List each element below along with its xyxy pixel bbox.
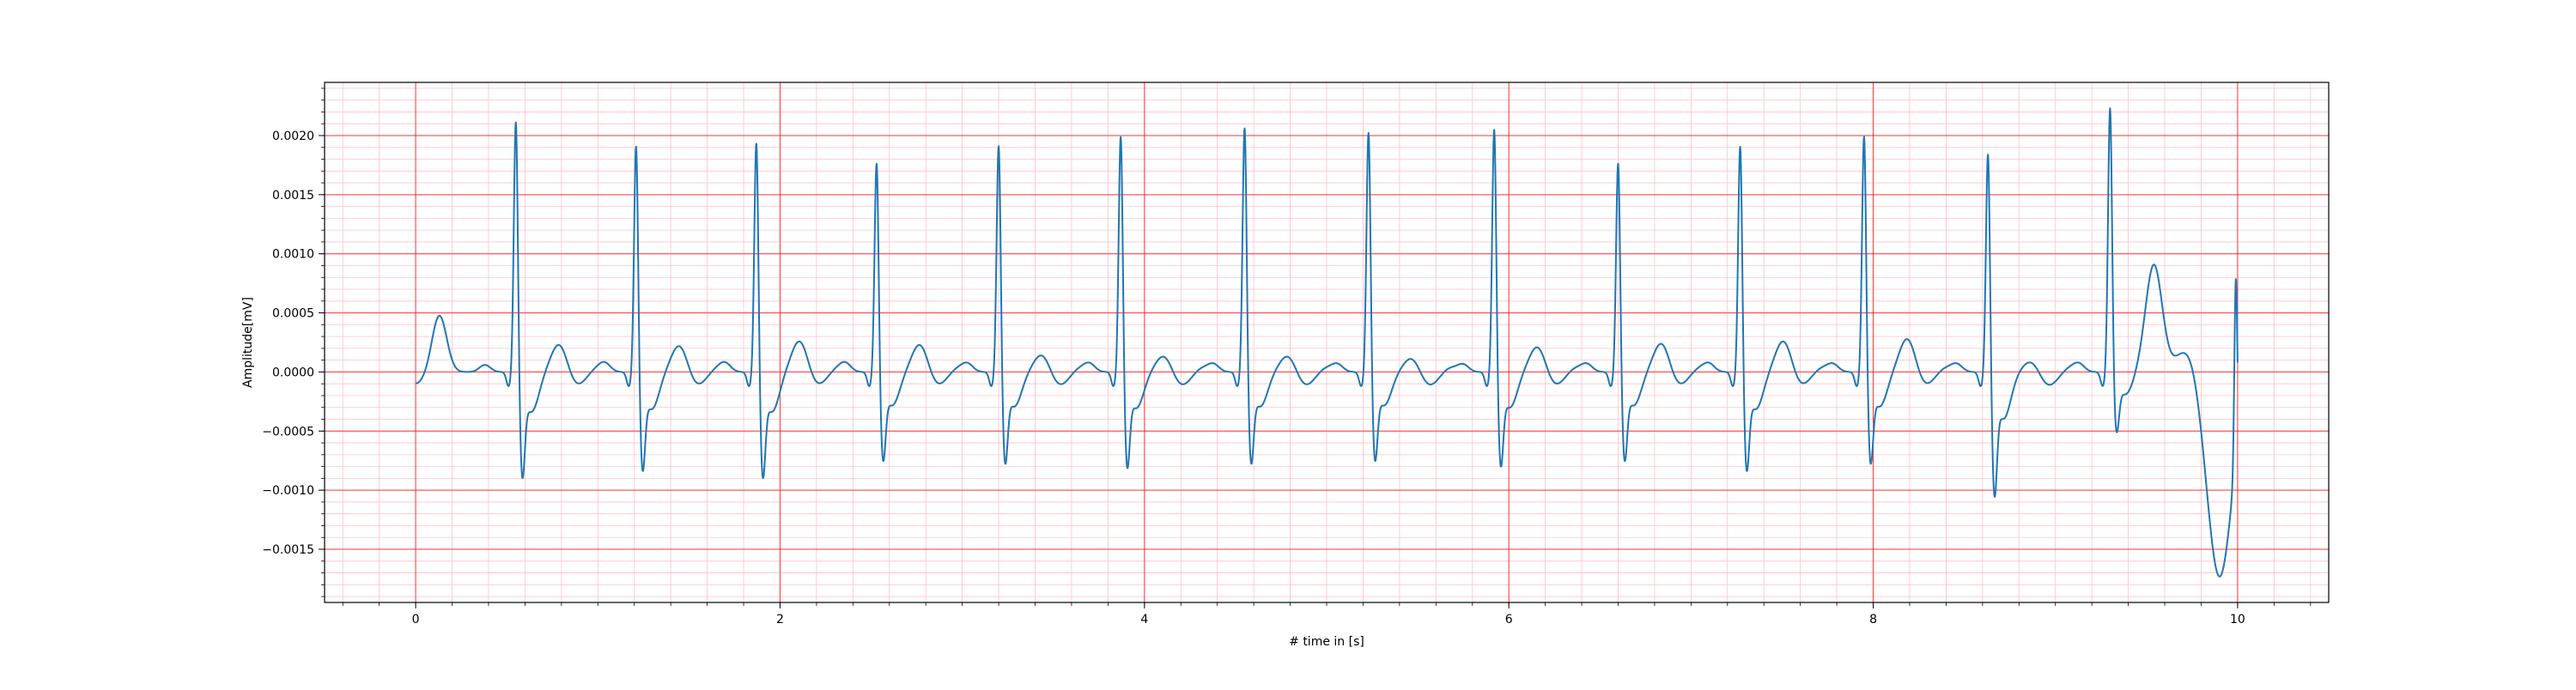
x-tick-label: 0 xyxy=(412,613,420,626)
x-tick-label: 6 xyxy=(1505,613,1513,626)
x-axis-label: # time in [s] xyxy=(1289,635,1364,649)
y-tick-label: 0.0010 xyxy=(272,248,314,262)
ecg-series-line xyxy=(415,107,2239,578)
x-tick-label: 8 xyxy=(1869,613,1877,626)
y-axis-label: Amplitude[mV] xyxy=(241,297,255,388)
x-tick-label: 2 xyxy=(776,613,784,626)
y-tick-label: −0.0010 xyxy=(262,484,314,498)
grid-layer xyxy=(325,82,2329,602)
y-tick-label: −0.0005 xyxy=(262,425,314,439)
ticks-layer: 0 2 4 6 8 10 −0.0015 −0.0010 −0.0005 0.0000 0.0005… xyxy=(262,88,2312,626)
x-tick-label: 4 xyxy=(1140,613,1148,626)
x-tick-label: 10 xyxy=(2230,613,2245,626)
series-layer xyxy=(415,107,2239,578)
y-tick-label: 0.0005 xyxy=(272,307,314,321)
y-tick-label: 0.0000 xyxy=(272,366,314,379)
y-tick-label: 0.0015 xyxy=(272,189,314,203)
y-tick-label: 0.0020 xyxy=(272,130,314,143)
y-tick-label: −0.0015 xyxy=(262,543,314,557)
